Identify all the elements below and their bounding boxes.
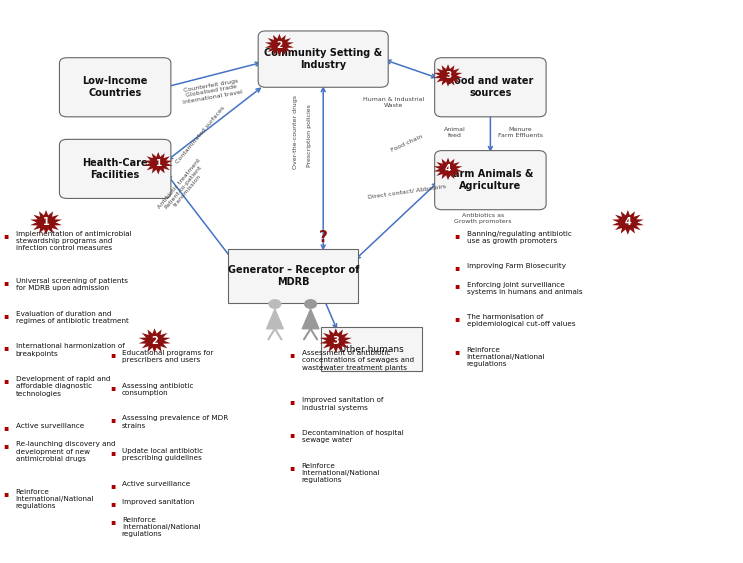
Text: ▪: ▪ [4,231,9,240]
Text: Counterfeit drugs
Globalised trade
International travel: Counterfeit drugs Globalised trade Inter… [181,78,243,105]
Text: ▪: ▪ [4,423,9,432]
Text: ▪: ▪ [455,263,460,272]
Text: Enforcing joint surveillance
systems in humans and animals: Enforcing joint surveillance systems in … [467,282,583,295]
Text: Update local antibiotic
prescribing guidelines: Update local antibiotic prescribing guid… [122,448,203,462]
Text: ▪: ▪ [4,376,9,385]
Text: Health-Care
Facilities: Health-Care Facilities [82,158,148,180]
FancyBboxPatch shape [59,58,171,117]
Polygon shape [612,210,643,235]
Polygon shape [267,309,283,329]
Text: Low-Income
Countries: Low-Income Countries [82,77,148,98]
Text: ▪: ▪ [4,311,9,320]
Text: Over-the-counter drugs: Over-the-counter drugs [293,95,298,169]
Circle shape [304,299,317,309]
Text: Active surveillance: Active surveillance [16,423,84,430]
Text: ▪: ▪ [4,441,9,450]
Text: Antibiotics as
Growth promoters: Antibiotics as Growth promoters [454,213,512,224]
Text: 4: 4 [624,217,632,227]
Text: ▪: ▪ [290,430,295,439]
Text: 2: 2 [276,41,282,50]
Text: Assessing prevalence of MDR
strains: Assessing prevalence of MDR strains [122,415,228,429]
FancyBboxPatch shape [259,31,388,87]
Text: Development of rapid and
affordable diagnostic
technologies: Development of rapid and affordable diag… [16,376,110,396]
Text: Antibiotic treatment
Patient-to-patient
transmission: Antibiotic treatment Patient-to-patient … [157,157,210,217]
Polygon shape [320,328,351,353]
Text: Reinforce
International/National
regulations: Reinforce International/National regulat… [122,517,200,537]
Text: Animal
feed: Animal feed [444,127,466,138]
Text: The harmonisation of
epidemiological cut-off values: The harmonisation of epidemiological cut… [467,314,575,328]
Text: International harmonization of
breakpoints: International harmonization of breakpoin… [16,343,124,357]
Polygon shape [265,34,293,56]
Text: ▪: ▪ [4,489,9,498]
Text: ▪: ▪ [290,350,295,359]
Text: Implementation of antimicrobial
stewardship programs and
infection control measu: Implementation of antimicrobial stewards… [16,231,132,251]
Text: Manure
Farm Effluents: Manure Farm Effluents [498,127,542,138]
Text: ▪: ▪ [110,517,115,526]
Text: Assessment of antibiotic
concentrations of sewages and
wastewater treatment plan: Assessment of antibiotic concentrations … [302,350,414,370]
Text: Assessing antibiotic
consumption: Assessing antibiotic consumption [122,383,193,396]
FancyBboxPatch shape [435,150,546,209]
Text: 1: 1 [155,159,161,168]
Text: Active surveillance: Active surveillance [122,481,190,487]
Text: ▪: ▪ [455,282,460,291]
Text: ▪: ▪ [110,481,115,490]
Circle shape [268,299,282,309]
Text: ▪: ▪ [110,448,115,457]
Text: ▪: ▪ [290,463,295,472]
Polygon shape [139,328,170,353]
Text: Improving Farm Biosecurity: Improving Farm Biosecurity [467,263,565,270]
Text: 1: 1 [42,217,50,227]
Text: Prescription policies: Prescription policies [307,104,311,167]
Text: Reinforce
International/National
regulations: Reinforce International/National regulat… [302,463,380,483]
Text: ▪: ▪ [455,347,460,356]
Text: Universal screening of patients
for MDRB upon admission: Universal screening of patients for MDRB… [16,278,128,292]
Text: ?: ? [319,230,328,245]
Text: 3: 3 [445,71,451,80]
Text: Banning/regulating antibiotic
use as growth promoters: Banning/regulating antibiotic use as gro… [467,231,571,244]
Polygon shape [434,64,462,87]
Text: Decontamination of hospital
sewage water: Decontamination of hospital sewage water [302,430,403,444]
Text: Contaminated surfaces: Contaminated surfaces [175,105,226,165]
Text: Food chain: Food chain [391,133,424,153]
Text: Reinforce
International/National
regulations: Reinforce International/National regulat… [467,347,545,367]
Text: 4: 4 [445,164,451,173]
Text: ▪: ▪ [455,231,460,240]
Text: Re-launching discovery and
development of new
antimicrobial drugs: Re-launching discovery and development o… [16,441,115,462]
Text: Improved sanitation: Improved sanitation [122,499,194,505]
Text: 3: 3 [332,336,340,346]
FancyBboxPatch shape [229,249,358,303]
Text: Generator – Receptor of
MDRB: Generator – Receptor of MDRB [228,265,359,287]
Text: 2: 2 [151,336,158,346]
FancyBboxPatch shape [59,140,171,199]
Text: ▪: ▪ [4,343,9,352]
Text: ▪: ▪ [110,499,115,508]
Text: ▪: ▪ [290,397,295,406]
Text: ▪: ▪ [110,350,115,359]
Text: Improved sanitation of
industrial systems: Improved sanitation of industrial system… [302,397,383,411]
Text: Community Setting &
Industry: Community Setting & Industry [265,48,382,70]
Text: Direct contact/ Abbatoirs: Direct contact/ Abbatoirs [368,184,447,199]
FancyBboxPatch shape [435,58,546,117]
Polygon shape [434,158,462,180]
Text: Educational programs for
prescribers and users: Educational programs for prescribers and… [122,350,213,364]
Text: Other humans: Other humans [339,345,404,354]
Text: ▪: ▪ [4,278,9,287]
Polygon shape [30,210,62,235]
Text: ▪: ▪ [110,383,115,392]
Text: Reinforce
International/National
regulations: Reinforce International/National regulat… [16,489,94,509]
Polygon shape [144,152,172,175]
FancyBboxPatch shape [322,327,422,371]
Text: Food and water
sources: Food and water sources [448,77,533,98]
Text: Evaluation of duration and
regimes of antibiotic treatment: Evaluation of duration and regimes of an… [16,311,129,324]
Text: ▪: ▪ [110,415,115,425]
Polygon shape [302,309,319,329]
Text: Farm Animals &
Agriculture: Farm Animals & Agriculture [447,169,533,191]
Text: ▪: ▪ [455,314,460,323]
Text: Human & Industrial
Waste: Human & Industrial Waste [363,97,424,108]
